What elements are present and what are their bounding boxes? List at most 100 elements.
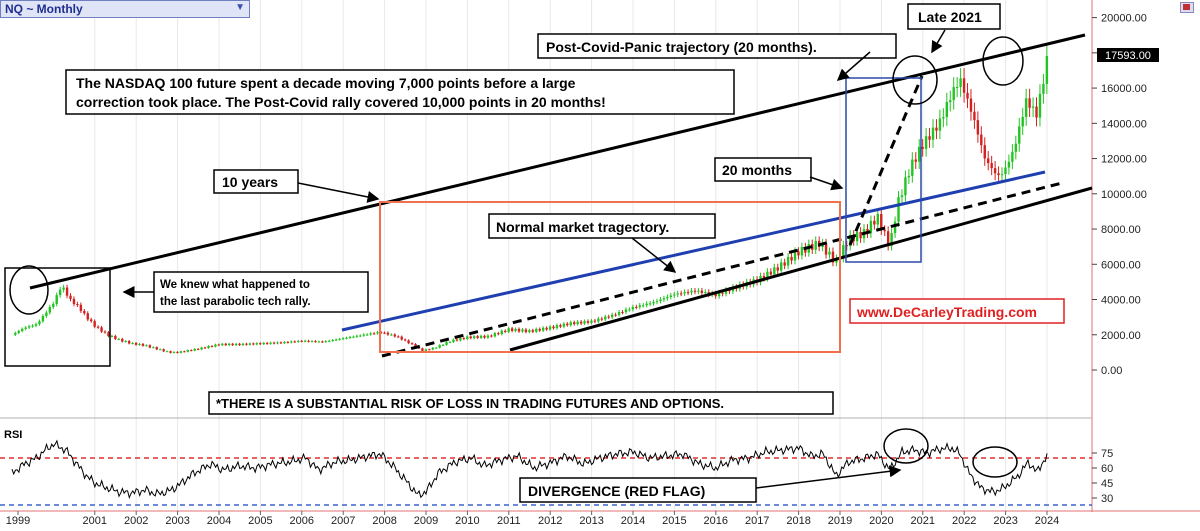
candle-body <box>348 337 352 339</box>
candle-body <box>255 343 259 345</box>
price-tick-label: 4000.00 <box>1101 295 1141 307</box>
price-axis: 20000.0018000.0016000.0014000.0012000.00… <box>1092 13 1147 377</box>
candle-body <box>372 333 376 335</box>
candle-body <box>1007 161 1011 168</box>
candle-body <box>352 336 355 338</box>
post-covid-callout-box <box>537 33 897 59</box>
rsi-current-circle <box>972 446 1018 478</box>
candle-body <box>34 324 38 326</box>
candle-body <box>800 247 804 256</box>
candle-body <box>1042 83 1045 94</box>
candle-body <box>159 349 162 351</box>
candle-body <box>510 328 514 331</box>
candle-body <box>897 197 900 222</box>
flag-icon[interactable] <box>1180 2 1194 13</box>
normal-callout-box <box>488 213 716 239</box>
candle-body <box>338 338 341 340</box>
decade-box <box>379 201 841 353</box>
candle-body <box>469 336 472 339</box>
dotcom-box <box>4 267 111 367</box>
candle-body <box>490 335 493 337</box>
candle-body <box>179 351 183 353</box>
candle-body <box>614 314 617 316</box>
candle-body <box>935 127 938 131</box>
candle-body <box>483 335 486 338</box>
candle-body <box>783 262 786 266</box>
candle-body <box>721 292 724 294</box>
year-label: 2009 <box>414 515 438 526</box>
candle-body <box>165 351 169 353</box>
candle-body <box>987 158 990 164</box>
candle-body <box>55 295 58 304</box>
candle-body <box>724 289 728 294</box>
candle-body <box>659 299 662 302</box>
candle-body <box>310 341 314 343</box>
candle-body <box>662 298 666 300</box>
candle-body <box>407 340 410 344</box>
year-label: 2012 <box>538 515 562 526</box>
candle-body <box>269 342 272 344</box>
candle-body <box>331 340 334 342</box>
candle-body <box>955 86 959 88</box>
price-candles <box>14 45 1049 354</box>
candle-body <box>697 290 700 292</box>
candle-body <box>252 343 255 345</box>
candle-body <box>314 341 317 343</box>
candle-body <box>717 292 721 297</box>
time-axis: 1999 2001 2002 2003 2004 2005 2006 2007 2008 2009… <box>6 511 1059 527</box>
candle-body <box>31 325 34 327</box>
candle-body <box>345 337 348 339</box>
ten-years-arrow <box>297 182 380 203</box>
candle-body <box>904 177 907 196</box>
candle-body <box>631 306 635 310</box>
candle-body <box>45 312 48 316</box>
year-label: 2008 <box>372 515 396 526</box>
candle-body <box>700 290 704 293</box>
candle-body <box>196 348 200 350</box>
candle-body <box>666 296 669 299</box>
candle-body <box>127 341 131 344</box>
candle-body <box>362 334 365 336</box>
candle-body <box>231 343 234 346</box>
year-label: 1999 <box>6 515 30 526</box>
candle-body <box>1000 174 1004 176</box>
year-label: 2006 <box>290 515 314 526</box>
candle-body <box>293 341 296 343</box>
candle-body <box>766 271 769 279</box>
candle-body <box>714 293 717 297</box>
candle-body <box>41 315 45 322</box>
candle-body <box>786 256 790 266</box>
candle-body <box>500 330 503 335</box>
candle-body <box>283 341 286 344</box>
candle-body <box>79 304 83 312</box>
candle-body <box>528 330 531 333</box>
candle-body <box>642 305 645 307</box>
candle-body <box>900 195 904 198</box>
candle-body <box>76 304 79 306</box>
candle-body <box>14 332 17 335</box>
candle-body <box>262 342 265 345</box>
candle-body <box>359 335 362 337</box>
candle-body <box>83 311 86 314</box>
blue-trend-line <box>341 170 1046 332</box>
candle-body <box>548 326 552 330</box>
candle-body <box>880 213 883 231</box>
candle-body <box>621 312 624 314</box>
candle-body <box>552 326 555 329</box>
candle-body <box>918 146 921 162</box>
chevron-down-icon[interactable]: ▼ <box>235 2 245 13</box>
candle-body <box>286 341 290 343</box>
candle-body <box>69 295 72 299</box>
symbol-selector[interactable]: NQ ~ Monthly ▼ <box>0 0 250 18</box>
candle-body <box>497 333 500 335</box>
year-label: 2003 <box>165 515 189 526</box>
candle-body <box>1018 126 1021 144</box>
candle-body <box>966 92 969 99</box>
candle-body <box>883 230 886 232</box>
candle-body <box>441 344 445 346</box>
price-tick-label: 16000.00 <box>1101 83 1147 95</box>
candle-body <box>107 332 110 337</box>
candle-body <box>959 78 962 87</box>
rsi-line <box>11 439 1048 500</box>
candle-body <box>324 341 328 343</box>
